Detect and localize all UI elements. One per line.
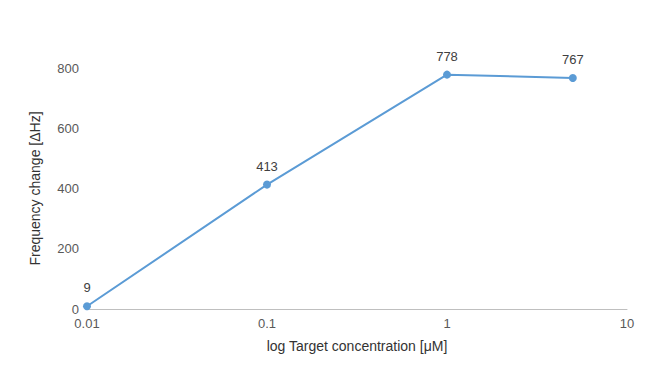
svg-text:400: 400 — [57, 181, 79, 196]
svg-text:767: 767 — [562, 52, 584, 67]
svg-text:9: 9 — [83, 280, 90, 295]
svg-text:0: 0 — [72, 302, 79, 317]
svg-text:600: 600 — [57, 121, 79, 136]
svg-text:Frequency change [ΔHz]: Frequency change [ΔHz] — [27, 111, 43, 265]
svg-text:778: 778 — [436, 49, 458, 64]
svg-text:413: 413 — [256, 159, 278, 174]
svg-text:log Target concentration [μM]: log Target concentration [μM] — [267, 338, 448, 354]
svg-text:0.1: 0.1 — [258, 316, 276, 331]
svg-text:200: 200 — [57, 241, 79, 256]
svg-text:0.01: 0.01 — [74, 316, 99, 331]
svg-text:10: 10 — [620, 316, 634, 331]
svg-text:800: 800 — [57, 61, 79, 76]
svg-text:1: 1 — [443, 316, 450, 331]
